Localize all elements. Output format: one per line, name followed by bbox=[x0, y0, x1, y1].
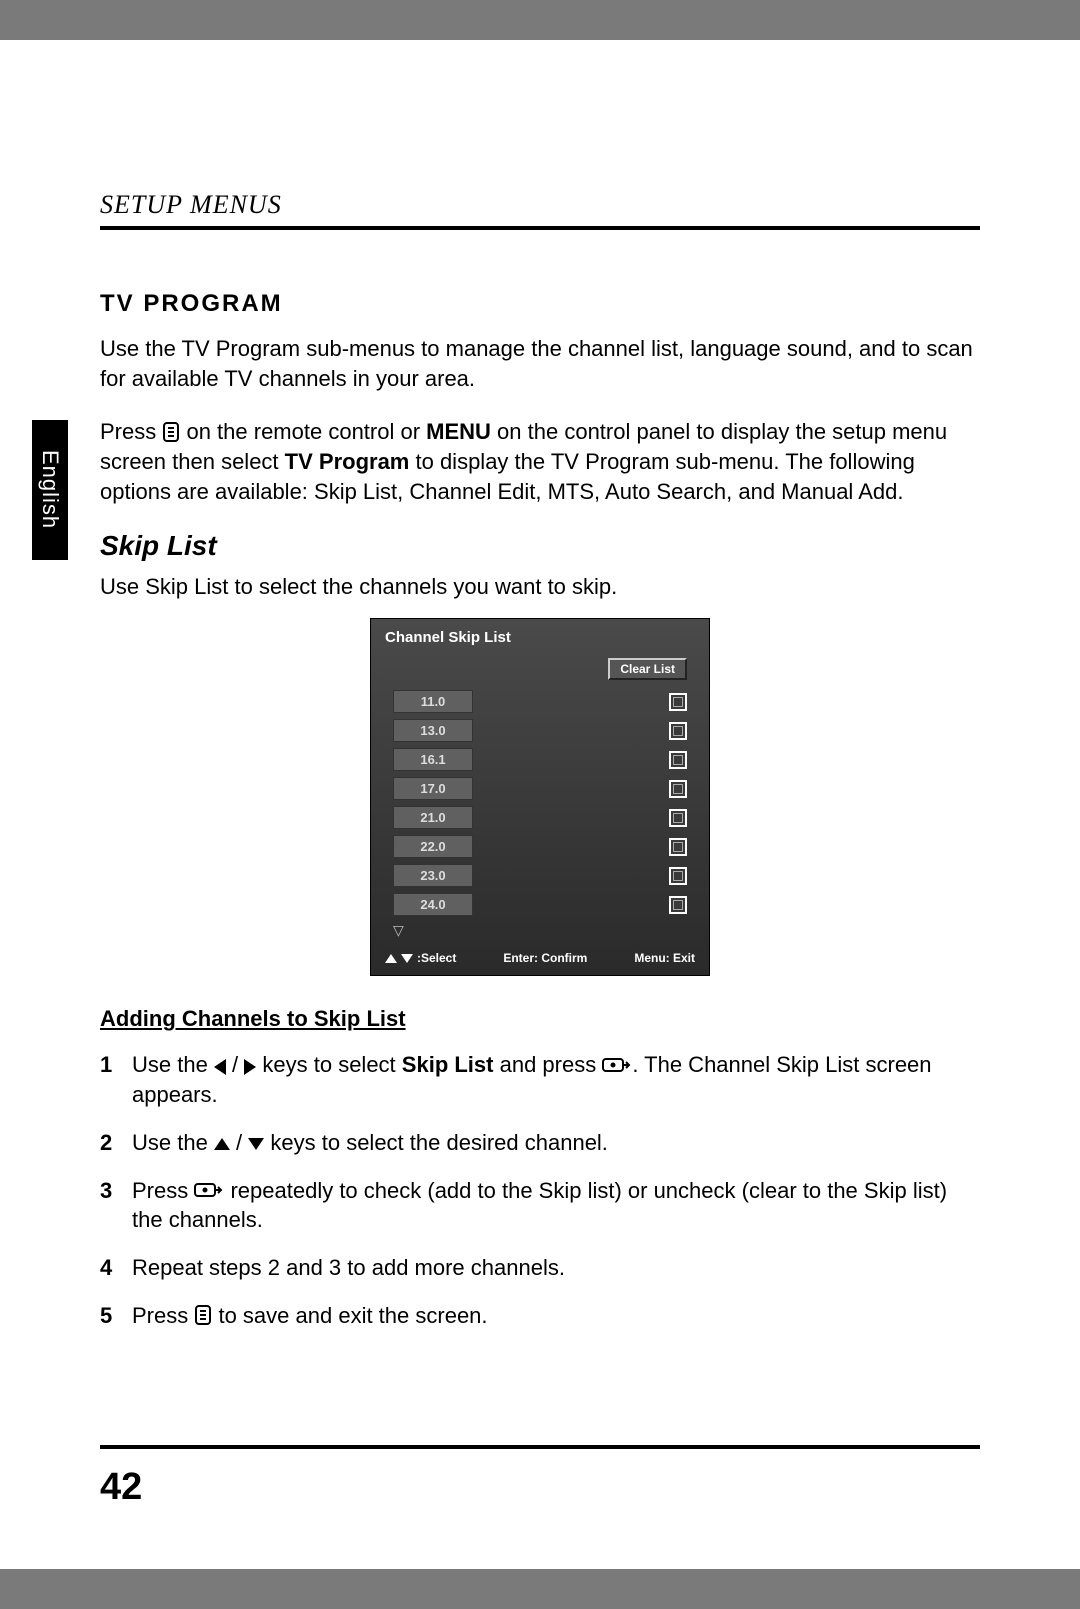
osd-more-indicator-icon: ▽ bbox=[393, 922, 709, 939]
menu-icon bbox=[194, 1305, 212, 1325]
language-tab: English bbox=[32, 420, 68, 560]
skip-list-bold: Skip List bbox=[402, 1052, 494, 1077]
text: keys to select bbox=[256, 1052, 402, 1077]
text: Repeat steps 2 and 3 to add more channel… bbox=[132, 1255, 565, 1280]
clear-list-button[interactable]: Clear List bbox=[608, 658, 687, 680]
instructions-list: Use the / keys to select Skip List and p… bbox=[100, 1050, 980, 1330]
step-1: Use the / keys to select Skip List and p… bbox=[100, 1050, 980, 1109]
right-arrow-icon bbox=[244, 1059, 256, 1075]
osd-channel-row[interactable]: 24.0 bbox=[393, 893, 687, 916]
osd-footer: :Select Enter: Confirm Menu: Exit bbox=[371, 945, 709, 971]
osd-channel-number: 17.0 bbox=[393, 777, 473, 800]
text: Press bbox=[100, 419, 162, 444]
osd-channel-list: 11.0 13.0 16.1 17.0 21.0 22.0 23.0 24.0 bbox=[371, 690, 709, 916]
text: Use the bbox=[132, 1130, 214, 1155]
text: and press bbox=[493, 1052, 602, 1077]
osd-channel-checkbox[interactable] bbox=[669, 896, 687, 914]
osd-channel-row[interactable]: 23.0 bbox=[393, 864, 687, 887]
osd-clear-row: Clear List bbox=[371, 654, 709, 690]
section-p1: Use the TV Program sub-menus to manage t… bbox=[100, 334, 980, 393]
section-heading: TV PROGRAM bbox=[100, 290, 980, 318]
step-5: Press to save and exit the screen. bbox=[100, 1301, 980, 1331]
osd-channel-checkbox[interactable] bbox=[669, 751, 687, 769]
text: on the remote control or bbox=[180, 419, 426, 444]
menu-bold: MENU bbox=[426, 419, 491, 444]
osd-footer-select: :Select bbox=[385, 951, 456, 965]
osd-screenshot-wrap: Channel Skip List Clear List 11.0 13.0 16.… bbox=[100, 618, 980, 976]
osd-channel-number: 16.1 bbox=[393, 748, 473, 771]
osd-channel-number: 24.0 bbox=[393, 893, 473, 916]
osd-channel-number: 23.0 bbox=[393, 864, 473, 887]
up-arrow-icon bbox=[385, 954, 397, 963]
text: Use the bbox=[132, 1052, 214, 1077]
step-4: Repeat steps 2 and 3 to add more channel… bbox=[100, 1253, 980, 1283]
manual-page: English SETUP MENUS TV PROGRAM Use the T… bbox=[0, 40, 1080, 1569]
text: to save and exit the screen. bbox=[212, 1303, 487, 1328]
down-arrow-icon bbox=[401, 954, 413, 963]
osd-channel-row[interactable]: 21.0 bbox=[393, 806, 687, 829]
skiplist-intro: Use Skip List to select the channels you… bbox=[100, 574, 980, 600]
text: Press bbox=[132, 1303, 194, 1328]
tvprogram-bold: TV Program bbox=[285, 449, 410, 474]
header-row: SETUP MENUS bbox=[100, 190, 980, 220]
osd-channel-checkbox[interactable] bbox=[669, 693, 687, 711]
osd-channel-number: 21.0 bbox=[393, 806, 473, 829]
text: repeatedly to check (add to the Skip lis… bbox=[132, 1178, 947, 1233]
text: keys to select the desired channel. bbox=[264, 1130, 608, 1155]
header-title: SETUP MENUS bbox=[100, 190, 282, 220]
channel-skip-list-osd: Channel Skip List Clear List 11.0 13.0 16.… bbox=[370, 618, 710, 976]
osd-channel-number: 22.0 bbox=[393, 835, 473, 858]
osd-channel-checkbox[interactable] bbox=[669, 780, 687, 798]
osd-channel-number: 13.0 bbox=[393, 719, 473, 742]
footer-rule bbox=[100, 1445, 980, 1449]
osd-channel-row[interactable]: 16.1 bbox=[393, 748, 687, 771]
osd-footer-select-label: :Select bbox=[417, 951, 456, 965]
enter-icon bbox=[194, 1181, 224, 1199]
step-2: Use the / keys to select the desired cha… bbox=[100, 1128, 980, 1158]
left-arrow-icon bbox=[214, 1059, 226, 1075]
osd-channel-checkbox[interactable] bbox=[669, 809, 687, 827]
enter-icon bbox=[602, 1056, 632, 1074]
skiplist-heading: Skip List bbox=[100, 530, 980, 562]
text: Press bbox=[132, 1178, 194, 1203]
instructions-title: Adding Channels to Skip List bbox=[100, 1006, 980, 1032]
osd-channel-checkbox[interactable] bbox=[669, 722, 687, 740]
page-number: 42 bbox=[100, 1466, 142, 1509]
header-rule bbox=[100, 226, 980, 230]
menu-icon bbox=[162, 422, 180, 442]
osd-channel-row[interactable]: 13.0 bbox=[393, 719, 687, 742]
osd-title: Channel Skip List bbox=[371, 619, 709, 654]
osd-channel-checkbox[interactable] bbox=[669, 838, 687, 856]
osd-footer-exit: Menu: Exit bbox=[634, 951, 695, 965]
osd-channel-row[interactable]: 17.0 bbox=[393, 777, 687, 800]
osd-channel-row[interactable]: 22.0 bbox=[393, 835, 687, 858]
up-arrow-icon bbox=[214, 1138, 230, 1150]
osd-channel-checkbox[interactable] bbox=[669, 867, 687, 885]
osd-channel-row[interactable]: 11.0 bbox=[393, 690, 687, 713]
osd-channel-number: 11.0 bbox=[393, 690, 473, 713]
section-p2: Press on the remote control or MENU on t… bbox=[100, 417, 980, 506]
osd-footer-confirm: Enter: Confirm bbox=[503, 951, 587, 965]
step-3: Press repeatedly to check (add to the Sk… bbox=[100, 1176, 980, 1235]
down-arrow-icon bbox=[248, 1138, 264, 1150]
